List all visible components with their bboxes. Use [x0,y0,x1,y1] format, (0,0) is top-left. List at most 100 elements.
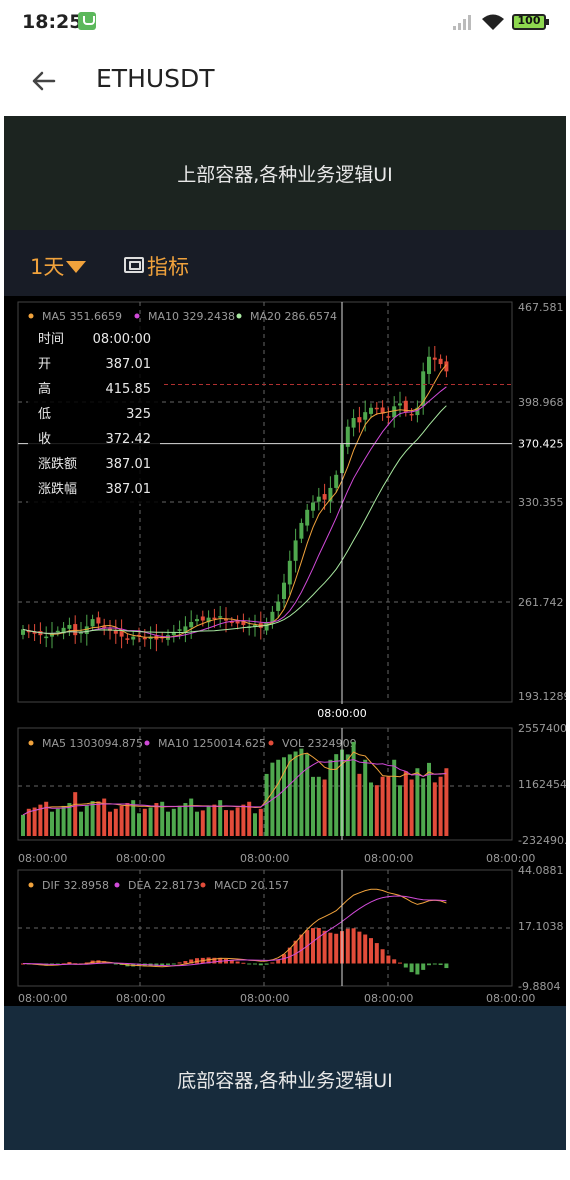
macd-histogram-bar [293,940,298,964]
volume-y-tick-label: 2557400 [518,722,566,735]
volume-bar [241,804,246,836]
volume-x-tick-label: 08:00:00 [364,852,413,865]
volume-bar [392,759,397,836]
macd-histogram-bar [409,963,414,973]
period-selector[interactable]: 1天 [30,251,87,281]
candle-body [55,630,60,633]
volume-bar [293,751,298,836]
macd-histogram-bar [345,928,350,964]
macd-x-tick-label: 08:00:00 [240,992,289,1005]
main-y-tick-label: 398.968 [518,396,564,409]
macd-histogram-bar [84,962,89,964]
candle-body [218,616,223,618]
volume-panel-border [17,727,513,841]
candle-body [409,413,414,416]
signal-icon [453,15,471,30]
volume-bar [415,768,420,836]
candle-body [21,629,25,635]
volume-bar [351,741,356,836]
volume-bar [235,807,240,836]
macd-histogram-bar [334,933,339,964]
candle-body [195,619,199,622]
macd-histogram-bar [171,963,176,965]
macd-histogram-bar [189,959,194,964]
dropdown-triangle-icon [66,261,87,273]
info-label: 收 [38,432,51,447]
app-toolbar: ETHUSDT [4,46,566,116]
crosshair-time-bg [314,704,370,720]
volume-bar [108,811,112,836]
volume-bar [258,808,263,836]
volume-bar [224,810,228,836]
volume-bar [119,805,124,836]
candle-body [32,631,37,634]
macd-histogram-bar [444,963,449,969]
main-y-tick-label: 467.581 [518,301,564,314]
candle-body [403,400,408,413]
back-arrow-icon[interactable] [28,66,58,96]
indicator-button[interactable]: 指标 [124,251,189,281]
kline-chart-area[interactable]: 467.581 398.968 330.355 261.742 193.1289 370.… [4,296,566,1006]
macd-histogram-bar [351,928,356,964]
info-box-bg [28,326,160,504]
macd-histogram-bar [276,959,281,964]
legend-dot [268,740,274,746]
legend-dot [144,740,150,746]
legend-dot [28,740,34,746]
volume-legend-ma10: MA10 1250014.625 [158,737,266,750]
volume-bar [142,808,147,836]
volume-bar [189,798,194,836]
macd-legend-dea: DEA 22.8173 [128,879,200,892]
volume-bar [369,782,373,836]
page-title: ETHUSDT [96,64,215,93]
candle-body [369,407,373,414]
volume-bar [264,773,269,836]
macd-histogram-bar [137,963,141,967]
candle-body [264,622,269,631]
volume-bar [403,771,408,836]
volume-bar [55,808,60,836]
status-bar: 18:25 100 [4,0,566,46]
macd-histogram-bar [392,959,397,964]
candle-body [171,632,176,636]
candle-body [392,406,397,418]
candle-body [61,627,66,634]
macd-histogram-bar [363,934,368,964]
candle-body [380,407,385,414]
period-label: 1天 [30,255,65,279]
macd-histogram-bar [218,957,223,964]
candle-body [50,633,54,637]
main-y-tick-label: 261.742 [518,596,564,609]
macd-histogram-bar [253,963,257,965]
candle-body [421,371,426,407]
candle-body [125,638,130,640]
legend-dot [236,313,242,319]
macd-histogram-bar [438,963,443,965]
volume-bar [247,801,252,836]
macd-histogram-bar [427,963,431,966]
candle-body [334,474,339,488]
volume-bar [38,804,43,836]
volume-bar [21,814,25,836]
macd-histogram-bar [166,963,170,965]
volume-bar [409,779,414,836]
candle-body [351,417,356,428]
volume-bar [282,757,286,836]
kline-chart[interactable]: 467.581 398.968 330.355 261.742 193.1289 370.… [4,296,566,1006]
ma5-line [22,364,447,638]
candle-body [328,487,333,502]
candle-body [189,622,194,628]
volume-bar [26,808,31,836]
info-label: 高 [38,381,51,397]
candle-body [345,426,350,447]
candle-body [299,522,304,539]
volume-bar [96,801,101,836]
volume-bar [50,811,54,836]
volume-bar [44,801,49,836]
legend-dot [28,313,34,319]
battery-icon: 100 [512,14,549,30]
volume-bar [438,776,443,836]
candle-body [38,631,43,636]
volume-bar [253,813,257,836]
macd-x-tick-label: 08:00:00 [486,992,535,1005]
